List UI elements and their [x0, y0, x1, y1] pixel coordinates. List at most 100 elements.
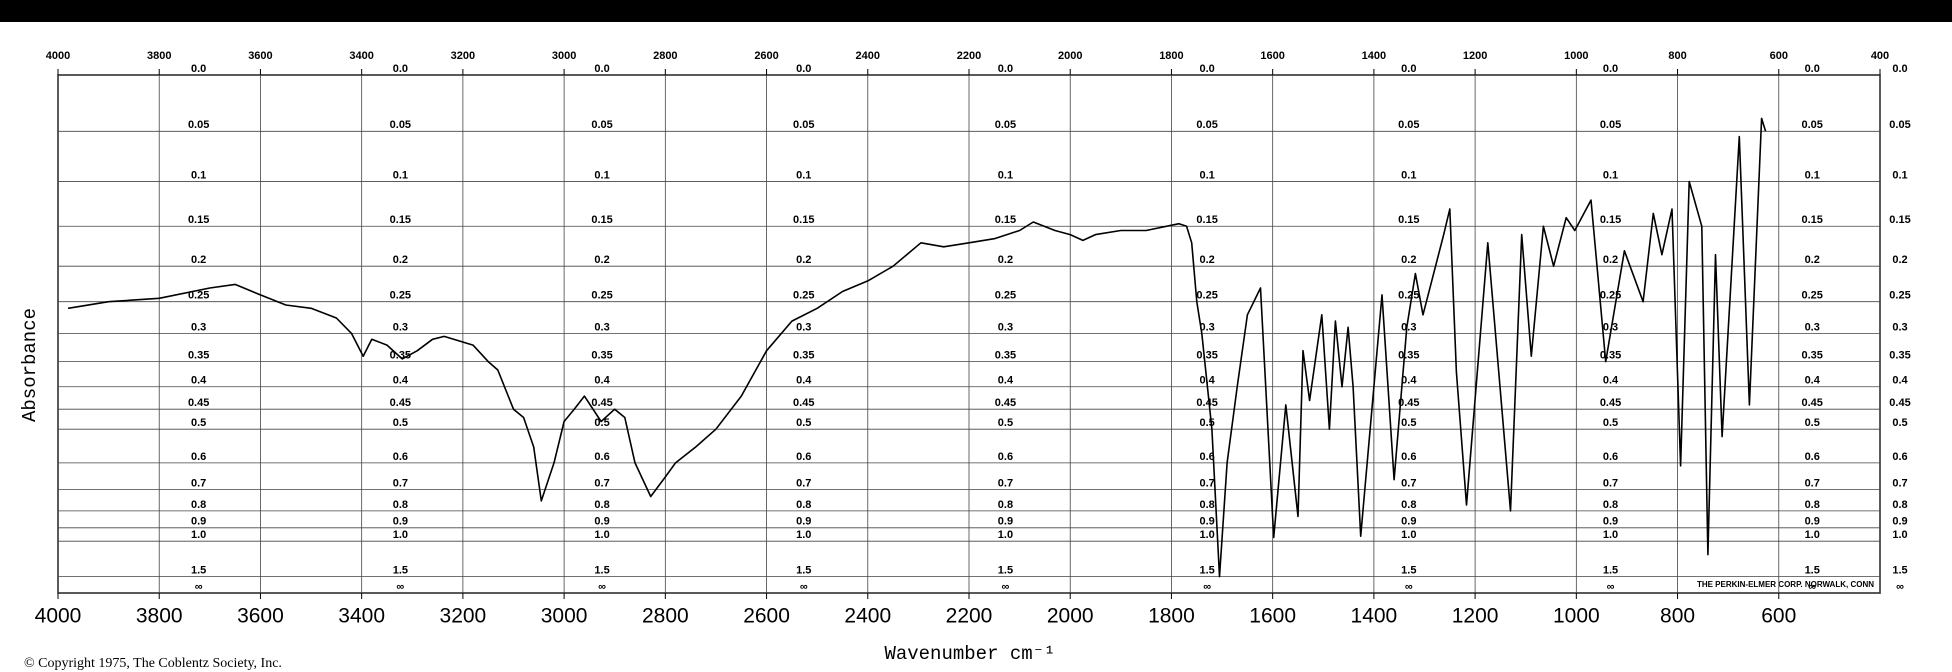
- x2-tick-label: 4000: [46, 50, 70, 62]
- y-tick-label: ∞: [1896, 581, 1904, 593]
- y-tick-label: 0.05: [1889, 119, 1910, 131]
- y-tick-label: 0.5: [998, 417, 1013, 429]
- y-tick-label: 0.9: [1199, 516, 1214, 528]
- x2-tick-label: 1800: [1159, 50, 1183, 62]
- y-tick-label: 0.2: [1603, 254, 1618, 266]
- y-tick-label: 1.0: [1892, 529, 1907, 541]
- y-tick-label: 0.3: [191, 321, 206, 333]
- x2-tick-label: 2200: [957, 50, 981, 62]
- y-tick-label: 0.7: [191, 478, 206, 490]
- y-tick-label: 0.45: [1196, 397, 1217, 409]
- y-tick-label: 0.3: [998, 321, 1013, 333]
- y-tick-label: 0.15: [793, 214, 814, 226]
- y-axis-label: Absorbance: [19, 308, 41, 422]
- y-tick-label: ∞: [800, 581, 808, 593]
- y-tick-label: 0.1: [1603, 169, 1618, 181]
- x2-tick-label: 2600: [754, 50, 778, 62]
- y-tick-label: 0.05: [1196, 119, 1217, 131]
- y-tick-label: 0.15: [1196, 214, 1217, 226]
- y-tick-label: 1.5: [393, 565, 408, 577]
- y-tick-label: 0.35: [1196, 350, 1217, 362]
- y-tick-label: 0.4: [796, 375, 812, 387]
- x2-tick-label: 1600: [1260, 50, 1284, 62]
- y-tick-label: 0.8: [1199, 499, 1214, 511]
- y-tick-label: 0.2: [1892, 254, 1907, 266]
- y-tick-label: 0.05: [188, 119, 209, 131]
- maker-note: THE PERKIN-ELMER CORP. NORWALK, CONN: [1697, 580, 1874, 589]
- y-tick-label: 1.5: [796, 565, 811, 577]
- y-tick-label: 0.3: [1401, 321, 1416, 333]
- y-tick-label: 0.3: [796, 321, 811, 333]
- y-tick-label: ∞: [1002, 581, 1010, 593]
- y-tick-label: 0.9: [1892, 516, 1907, 528]
- y-tick-label: 0.0: [393, 63, 408, 75]
- y-tick-label: 0.05: [995, 119, 1016, 131]
- y-tick-label: ∞: [1607, 581, 1615, 593]
- y-tick-label: 0.05: [1802, 119, 1823, 131]
- y-tick-label: 1.0: [796, 529, 811, 541]
- y-tick-label: 0.0: [998, 63, 1013, 75]
- y-tick-label: 0.35: [188, 350, 209, 362]
- y-tick-label: 0.15: [188, 214, 209, 226]
- y-tick-label: 0.9: [1603, 516, 1618, 528]
- y-tick-label: 1.0: [594, 529, 609, 541]
- y-tick-label: 0.15: [1398, 214, 1419, 226]
- y-tick-label: 0.9: [998, 516, 1013, 528]
- y-tick-label: 0.6: [1401, 451, 1416, 463]
- y-tick-label: 0.05: [1398, 119, 1419, 131]
- y-tick-label: 1.0: [1805, 529, 1820, 541]
- y-tick-label: 0.25: [995, 290, 1016, 302]
- y-tick-label: 0.45: [995, 397, 1016, 409]
- y-tick-label: 1.0: [393, 529, 408, 541]
- y-tick-label: 0.9: [1401, 516, 1416, 528]
- y-tick-label: 0.45: [591, 397, 612, 409]
- y-tick-label: 0.7: [1892, 478, 1907, 490]
- y-tick-label: 0.9: [796, 516, 811, 528]
- y-tick-label: 0.2: [998, 254, 1013, 266]
- y-tick-label: 0.25: [1196, 290, 1217, 302]
- y-tick-label: 0.3: [1805, 321, 1820, 333]
- y-tick-label: 0.3: [594, 321, 609, 333]
- y-tick-label: 0.5: [594, 417, 609, 429]
- y-tick-label: 0.5: [1805, 417, 1820, 429]
- y-tick-label: 0.8: [998, 499, 1013, 511]
- x2-tick-label: 1400: [1362, 50, 1386, 62]
- y-tick-label: 0.2: [191, 254, 206, 266]
- y-tick-label: 0.35: [591, 350, 612, 362]
- copyright: © Copyright 1975, The Coblentz Society, …: [24, 656, 282, 671]
- y-tick-label: 0.5: [1603, 417, 1618, 429]
- y-tick-label: ∞: [1203, 581, 1211, 593]
- y-tick-label: 0.1: [1892, 169, 1907, 181]
- y-tick-label: 0.4: [594, 375, 610, 387]
- y-tick-label: 0.9: [393, 516, 408, 528]
- y-tick-label: 0.6: [594, 451, 609, 463]
- y-tick-label: 0.8: [594, 499, 609, 511]
- y-tick-label: ∞: [396, 581, 404, 593]
- x-tick-label: 800: [1660, 605, 1695, 628]
- y-tick-label: 1.0: [1401, 529, 1416, 541]
- x2-tick-label: 600: [1770, 50, 1788, 62]
- y-tick-label: 0.15: [995, 214, 1016, 226]
- y-tick-label: 1.5: [191, 565, 206, 577]
- y-tick-label: 0.4: [1892, 375, 1908, 387]
- y-tick-label: 0.3: [1199, 321, 1214, 333]
- x2-tick-label: 3200: [451, 50, 475, 62]
- y-tick-label: 0.35: [793, 350, 814, 362]
- y-tick-label: 1.5: [1401, 565, 1416, 577]
- y-tick-label: 0.45: [1398, 397, 1419, 409]
- y-tick-label: ∞: [598, 581, 606, 593]
- y-tick-label: 0.1: [796, 169, 811, 181]
- y-tick-label: 0.1: [191, 169, 206, 181]
- x-tick-label: 1800: [1148, 605, 1195, 628]
- y-tick-label: 0.8: [393, 499, 408, 511]
- x2-tick-label: 1200: [1463, 50, 1487, 62]
- y-tick-label: 0.0: [191, 63, 206, 75]
- y-tick-label: 0.9: [191, 516, 206, 528]
- y-tick-label: 0.8: [1892, 499, 1907, 511]
- y-tick-label: 0.1: [393, 169, 408, 181]
- y-tick-label: 0.2: [796, 254, 811, 266]
- x2-tick-label: 800: [1668, 50, 1686, 62]
- x-axis-label: Wavenumber cm⁻¹: [884, 643, 1055, 665]
- y-tick-label: 0.15: [390, 214, 411, 226]
